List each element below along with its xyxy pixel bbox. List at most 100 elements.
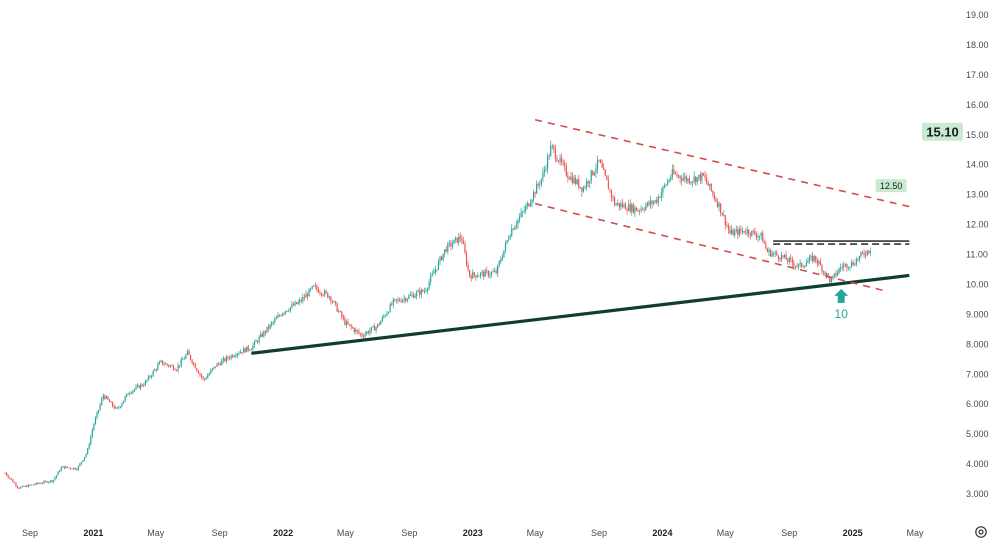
candle-body bbox=[671, 169, 673, 178]
candle-body bbox=[112, 402, 114, 407]
candle-body bbox=[175, 370, 178, 371]
trendline-channel-lower bbox=[534, 202, 884, 292]
candle-body bbox=[593, 172, 595, 175]
x-tick-label: Sep bbox=[781, 528, 797, 538]
candle-body bbox=[13, 482, 16, 484]
candle-body bbox=[564, 163, 566, 167]
candle-body bbox=[412, 294, 415, 298]
candle-body bbox=[233, 356, 235, 357]
candle-body bbox=[216, 363, 218, 367]
candle-body bbox=[345, 321, 348, 325]
candle-body bbox=[364, 333, 366, 337]
candle-body bbox=[238, 353, 240, 355]
candle-body bbox=[609, 189, 611, 191]
candle-body bbox=[475, 275, 477, 278]
settings-gear-icon[interactable] bbox=[974, 525, 988, 539]
candle-body bbox=[169, 365, 171, 367]
candle-body bbox=[819, 261, 822, 266]
candle-body bbox=[403, 298, 405, 300]
candle-body bbox=[662, 186, 664, 193]
candle-body bbox=[285, 310, 287, 313]
candle-body bbox=[479, 272, 482, 276]
candle-body bbox=[688, 178, 691, 184]
candle-body bbox=[77, 466, 79, 470]
candle-body bbox=[299, 300, 301, 303]
candle-body bbox=[211, 368, 214, 371]
candle-body bbox=[327, 292, 329, 298]
candle-body bbox=[191, 359, 193, 364]
candle-body bbox=[277, 315, 279, 318]
y-tick-label: 6.000 bbox=[966, 399, 989, 409]
candle-body bbox=[469, 269, 471, 277]
y-tick-label: 12.00 bbox=[966, 220, 989, 230]
candle-body bbox=[534, 192, 536, 194]
candle-body bbox=[603, 167, 605, 171]
candle-body bbox=[865, 254, 867, 256]
candle-body bbox=[802, 266, 804, 268]
candle-body bbox=[520, 212, 522, 217]
candle-body bbox=[286, 310, 288, 312]
candle-body bbox=[391, 304, 393, 306]
candle-body bbox=[10, 478, 12, 480]
candle-body bbox=[93, 423, 95, 430]
candle-body bbox=[729, 229, 731, 234]
candle-body bbox=[489, 274, 491, 276]
candle-body bbox=[200, 374, 203, 377]
candle-body bbox=[311, 286, 313, 289]
candle-body bbox=[324, 290, 326, 296]
candle-body bbox=[478, 275, 480, 277]
candle-body bbox=[141, 384, 143, 386]
candle-body bbox=[246, 346, 248, 353]
candle-body bbox=[815, 255, 817, 261]
candle-body bbox=[536, 183, 538, 194]
candle-body bbox=[506, 240, 508, 244]
candle-body bbox=[387, 312, 390, 314]
candle-body bbox=[317, 289, 320, 293]
candle-body bbox=[832, 275, 834, 279]
candle-body bbox=[791, 259, 793, 264]
candle-body bbox=[440, 256, 443, 260]
candle-body bbox=[433, 272, 435, 274]
candle-body bbox=[752, 230, 754, 232]
candle-body bbox=[673, 169, 675, 174]
candle-body bbox=[174, 369, 176, 371]
candle-body bbox=[261, 333, 263, 337]
candle-body bbox=[470, 276, 472, 279]
candle-body bbox=[444, 249, 446, 254]
candle-body bbox=[545, 168, 547, 170]
candle-body bbox=[771, 253, 773, 257]
candle-body bbox=[383, 316, 385, 318]
candle-body bbox=[389, 304, 391, 313]
candle-body bbox=[646, 202, 648, 206]
candle-body bbox=[759, 235, 761, 237]
candle-body bbox=[844, 263, 846, 266]
candle-body bbox=[409, 295, 411, 296]
candle-body bbox=[208, 373, 210, 376]
candle-body bbox=[570, 176, 572, 180]
candle-body bbox=[744, 232, 747, 234]
candle-body bbox=[18, 487, 20, 489]
candle-body bbox=[621, 203, 624, 207]
candle-body bbox=[63, 466, 65, 469]
candle-body bbox=[567, 175, 569, 179]
candle-body bbox=[27, 484, 30, 487]
candle-body bbox=[43, 481, 45, 484]
candle-body bbox=[587, 181, 589, 184]
candle-body bbox=[207, 375, 209, 379]
candle-body bbox=[420, 289, 422, 295]
candle-body bbox=[297, 302, 299, 304]
candle-body bbox=[372, 326, 374, 328]
candle-body bbox=[743, 231, 745, 233]
candle-body bbox=[416, 292, 418, 296]
candle-body bbox=[504, 243, 507, 251]
candle-body bbox=[199, 373, 201, 375]
candle-body bbox=[289, 307, 291, 311]
candle-body bbox=[386, 313, 388, 316]
y-tick-label: 17.00 bbox=[966, 70, 989, 80]
candle-body bbox=[481, 271, 483, 273]
candle-body bbox=[562, 162, 564, 164]
candle-body bbox=[218, 363, 220, 365]
candle-body bbox=[855, 259, 857, 265]
candle-body bbox=[369, 330, 371, 334]
